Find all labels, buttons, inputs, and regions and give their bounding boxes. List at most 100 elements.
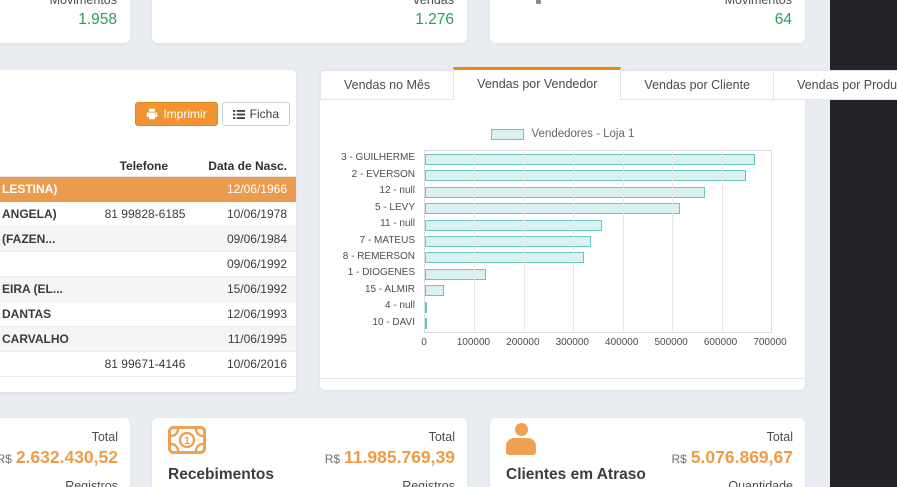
card-title: Recebimentos xyxy=(168,466,274,483)
category-label: 7 - MATEUS xyxy=(359,234,415,246)
category-label: 8 - REMERSON xyxy=(342,250,415,262)
summary-card-clientes-atraso: Clientes em Atraso Total R$ 5.076.869,67 … xyxy=(490,418,805,487)
clients-toolbar: Imprimir Ficha xyxy=(135,102,290,126)
client-name: LESTINA) xyxy=(2,182,58,196)
legend-label: Vendedores - Loja 1 xyxy=(531,128,635,140)
client-name: ANGELA) xyxy=(2,207,57,221)
client-row[interactable]: (FAZEN... 09/06/1984 xyxy=(0,227,296,252)
svg-text:1: 1 xyxy=(184,435,190,447)
money-bill-icon: 1 xyxy=(168,426,206,459)
clients-table: Telefone Data de Nasc. LESTINA) 12/06/19… xyxy=(0,155,296,377)
category-label: 5 - LEVY xyxy=(374,201,415,213)
x-tick-label: 600000 xyxy=(703,337,738,348)
x-tick-label: 300000 xyxy=(555,337,589,348)
bar xyxy=(425,236,591,247)
client-birthdate: 12/06/1966 xyxy=(226,182,287,196)
total-label: Total xyxy=(91,430,118,444)
count-label: Registros xyxy=(402,479,455,487)
total-label: Total xyxy=(428,430,455,444)
card-stats: Total R$ 2.632.430,52 Registros xyxy=(0,430,118,487)
client-name: (FAZEN... xyxy=(2,232,56,246)
total-value: R$ 5.076.869,67 xyxy=(671,447,793,467)
stat-label: Vendas xyxy=(412,0,454,7)
gridline xyxy=(523,151,525,332)
client-birthdate: 15/06/1992 xyxy=(226,282,287,296)
category-label: 2 - EVERSON xyxy=(351,168,415,180)
x-tick-label: 500000 xyxy=(654,337,688,348)
category-label: 12 - null xyxy=(379,185,415,197)
tab-vendas-por-vendedor[interactable]: Vendas por Vendedor xyxy=(453,67,622,100)
client-row[interactable]: EIRA (EL... 15/06/1992 xyxy=(0,277,296,302)
total-value: R$ 2.632.430,52 xyxy=(0,447,118,467)
client-row[interactable]: 81 99671-4146 10/06/2016 xyxy=(0,352,296,377)
x-tick-label: 100000 xyxy=(456,337,491,348)
total-label: Total xyxy=(766,430,793,444)
bar xyxy=(425,203,680,215)
tab-vendas-por-cliente[interactable]: Vendas por Cliente xyxy=(620,70,775,100)
client-phone: 81 99828-6185 xyxy=(104,207,186,221)
client-birthdate: 10/06/2016 xyxy=(226,357,287,371)
bar xyxy=(425,318,427,330)
printer-icon xyxy=(147,108,158,120)
tab-vendas-no-mes[interactable]: Vendas no Mês xyxy=(320,70,455,100)
summary-card-cropped: Total R$ 2.632.430,52 Registros xyxy=(0,418,130,487)
ficha-button[interactable]: Ficha xyxy=(221,102,290,126)
bar xyxy=(425,153,756,165)
gridline xyxy=(622,151,624,332)
summary-card-recebimentos: 1 Recebimentos Total R$ 11.985.769,39 Reg… xyxy=(152,418,467,487)
client-row[interactable]: LESTINA) 12/06/1966 xyxy=(0,177,296,202)
card-stats: Total R$ 5.076.869,67 Quantidade xyxy=(671,430,793,487)
bar xyxy=(425,219,603,231)
client-birthdate: 10/06/1978 xyxy=(226,207,287,221)
client-phone: 81 99671-4146 xyxy=(104,357,186,371)
ficha-button-label: Ficha xyxy=(249,107,279,121)
col-header-data-nasc: Data de Nasc. xyxy=(208,158,287,173)
x-tick-label: 0 xyxy=(421,337,427,348)
category-label: 4 - null xyxy=(384,300,415,312)
list-icon xyxy=(232,109,245,119)
client-name: DANTAS xyxy=(2,307,52,321)
gridline xyxy=(721,151,723,332)
category-label: 3 - GUILHERME xyxy=(341,152,415,164)
client-birthdate: 09/06/1992 xyxy=(226,257,287,271)
stat-card-movimentos-2: Movimentos 64 xyxy=(490,0,805,43)
category-label: 11 - null xyxy=(380,218,415,230)
clients-table-header: Telefone Data de Nasc. xyxy=(0,155,296,177)
client-row[interactable]: ANGELA) 81 99828-6185 10/06/1978 xyxy=(0,202,296,227)
panel-divider xyxy=(320,378,805,379)
gridline xyxy=(573,151,575,332)
client-row[interactable]: DANTAS 12/06/1993 xyxy=(0,302,296,327)
client-row[interactable]: CARVALHO 11/06/1995 xyxy=(0,327,296,352)
user-icon xyxy=(506,423,536,455)
print-button[interactable]: Imprimir xyxy=(135,102,218,126)
count-label: Quantidade xyxy=(728,479,793,487)
sales-panel: Vendas no Mês Vendas por Vendedor Vendas… xyxy=(320,67,897,390)
category-label: 10 - DAVI xyxy=(372,316,415,328)
category-label: 1 - DIOGENES xyxy=(347,267,415,279)
gridline xyxy=(672,151,674,332)
bar xyxy=(425,301,428,313)
stat-value: 1.958 xyxy=(78,11,117,28)
stat-card-movimentos-1: Movimentos 1.958 xyxy=(0,0,130,43)
client-birthdate: 09/06/1984 xyxy=(226,232,287,246)
bar xyxy=(425,186,705,198)
stat-label: Movimentos xyxy=(49,0,117,7)
cropped-icon-fragment xyxy=(536,0,541,4)
client-birthdate: 11/06/1995 xyxy=(227,332,287,346)
gridline xyxy=(474,151,476,332)
tab-vendas-por-produto[interactable]: Vendas por Produto xyxy=(773,70,897,100)
stat-card-vendas: Vendas 1.276 xyxy=(152,0,467,43)
stat-label: Movimentos xyxy=(724,0,792,7)
bar xyxy=(425,285,444,297)
sales-tabbar: Vendas no Mês Vendas por Vendedor Vendas… xyxy=(320,67,897,100)
client-row[interactable]: 09/06/1992 xyxy=(0,252,296,277)
bar xyxy=(425,268,487,280)
client-name: CARVALHO xyxy=(2,332,69,346)
stat-value: 64 xyxy=(774,11,792,28)
card-title: Clientes em Atraso xyxy=(506,466,646,483)
x-tick-label: 700000 xyxy=(753,337,787,348)
stat-value: 1.276 xyxy=(415,11,454,28)
legend-swatch xyxy=(490,128,524,140)
print-button-label: Imprimir xyxy=(163,107,207,121)
